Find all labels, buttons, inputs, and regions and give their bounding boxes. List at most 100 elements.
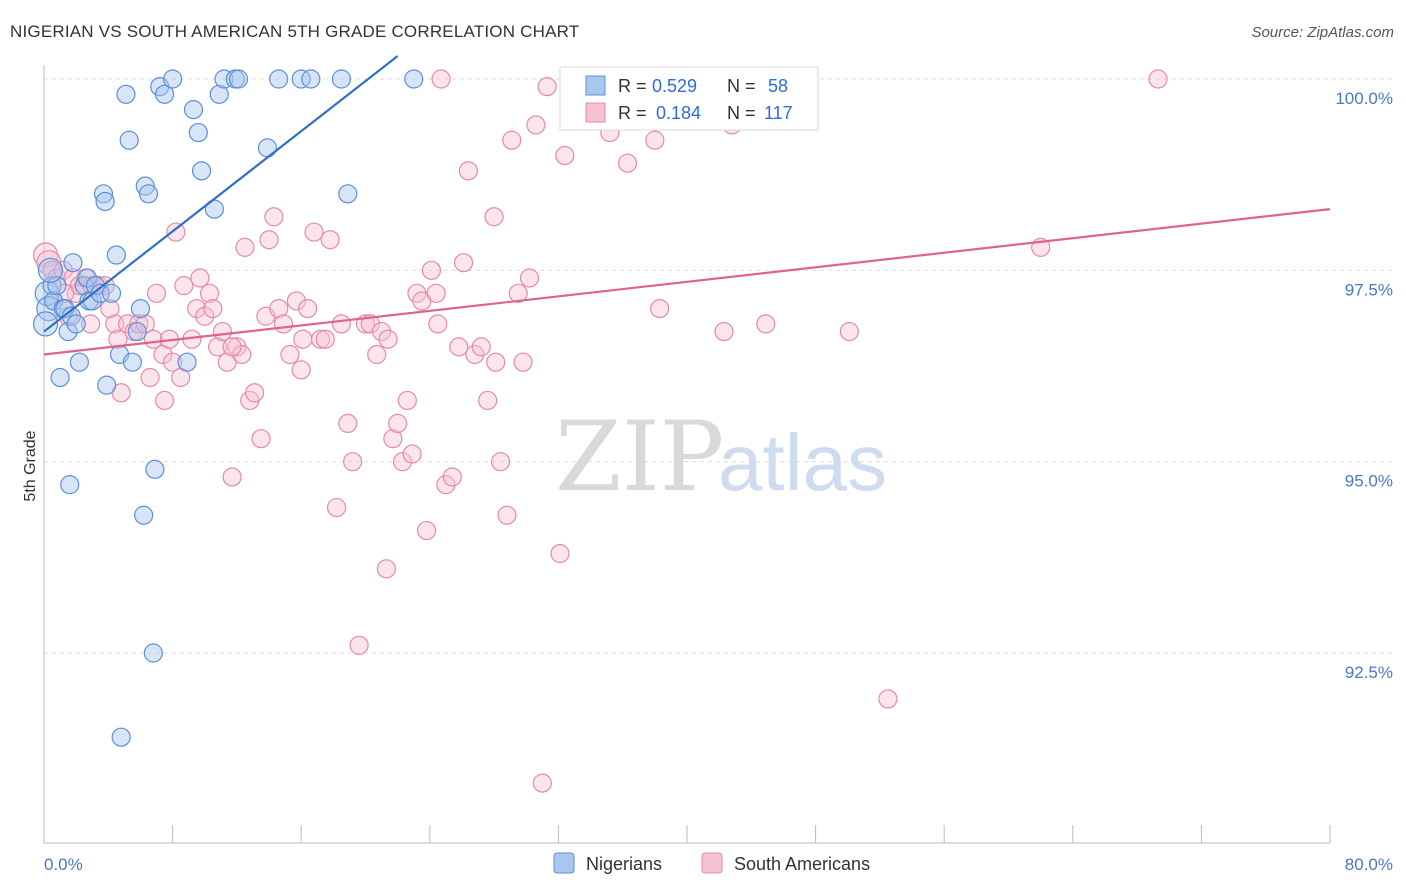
south-american-point-95 [526, 115, 546, 135]
y-axis-label: 5th Grade [22, 430, 39, 501]
south-american-point-125 [81, 314, 101, 334]
south-american-point-27 [166, 222, 186, 242]
legend-r-value-1: 0.529 [652, 76, 697, 96]
south-american-point-83 [453, 253, 474, 273]
south-american-point-57 [315, 329, 335, 349]
nigerian-point-22 [97, 375, 117, 395]
x-tick-label-1: 80.0% [1345, 855, 1393, 874]
nigerian-point-38 [154, 84, 175, 104]
nigerian-point-27 [116, 84, 136, 104]
nigerian-point-43 [191, 161, 212, 181]
south-american-point-79 [431, 69, 451, 89]
series-legend: Nigerians South Americans [553, 852, 870, 874]
nigerian-point-4 [47, 276, 67, 296]
south-american-point-47 [259, 230, 279, 250]
south-american-point-86 [471, 337, 491, 357]
grid-lines [44, 78, 1395, 654]
south-american-point-18 [129, 314, 149, 334]
watermark-zip: ZIP [555, 401, 724, 513]
nigerian-point-13 [69, 352, 89, 372]
south-american-point-49 [269, 299, 289, 319]
x-tick-label-0: 0.0% [44, 855, 83, 874]
x-tick-labels: 0.0% 80.0% [44, 855, 1393, 874]
south-american-point-32 [190, 268, 210, 288]
south-american-point-122 [486, 352, 506, 372]
south-american-point-115 [878, 689, 898, 709]
south-american-point-78 [426, 283, 446, 303]
nigerian-point-32 [134, 505, 154, 525]
south-american-point-71 [392, 452, 413, 472]
south-american-point-54 [298, 299, 318, 319]
nigerian-trend-line [43, 55, 399, 333]
south-american-point-14 [108, 329, 128, 349]
nigerian-point-31 [130, 299, 151, 319]
south-american-point-37 [212, 321, 233, 342]
legend-n-label-2: N = [727, 103, 756, 123]
y-tick-label-1: 95.0% [1345, 472, 1393, 491]
south-american-point-104 [617, 153, 638, 173]
south-american-point-70 [388, 413, 408, 433]
y-tick-label-0: 92.5% [1345, 663, 1393, 682]
nigerian-point-39 [163, 69, 183, 89]
nigerian-point-23 [101, 283, 122, 303]
south-american-point-19 [135, 314, 155, 334]
y-tick-label-3: 100.0% [1335, 89, 1393, 108]
nigerian-point-52 [301, 69, 321, 89]
south-american-point-114 [839, 321, 859, 342]
nigerian-point-15 [77, 268, 98, 288]
south-american-point-53 [291, 360, 311, 380]
south-american-point-35 [203, 299, 223, 319]
south-american-point-29 [174, 276, 194, 296]
south-american-point-77 [421, 260, 442, 280]
trend-lines [43, 55, 1331, 356]
axes [43, 65, 1331, 844]
south-american-point-41 [232, 344, 252, 365]
bottom-legend-nigerians: Nigerians [586, 854, 662, 874]
south-american-point-59 [326, 497, 347, 518]
south-american-point-90 [497, 505, 517, 525]
south-american-point-58 [320, 230, 340, 250]
south-american-point-87 [478, 390, 498, 411]
south-american-point-89 [490, 452, 511, 472]
south-american-point-48 [264, 207, 284, 227]
nigerian-point-41 [183, 100, 204, 120]
south-american-point-94 [519, 268, 540, 288]
south-american-point-120 [378, 329, 398, 349]
south-american-point-26 [163, 352, 183, 372]
nigerian-point-49 [257, 138, 278, 158]
south-american-point-44 [244, 383, 265, 403]
legend-n-label-1: N = [727, 76, 756, 96]
south-american-point-51 [280, 344, 300, 365]
south-american-point-52 [286, 291, 306, 311]
south-american-point-111 [650, 299, 670, 319]
nigerian-point-20 [93, 184, 114, 204]
nigerian-point-42 [188, 122, 208, 143]
south-american-point-22 [146, 283, 167, 303]
south-american-point-91 [502, 130, 522, 150]
south-american-point-39 [222, 467, 242, 487]
watermark-atlas: atlas [718, 418, 887, 507]
south-american-point-33 [195, 306, 215, 326]
south-american-point-61 [338, 413, 358, 433]
nigerian-point-57 [33, 311, 59, 337]
south-american-point-69 [383, 429, 403, 449]
chart-title: NIGERIAN VS SOUTH AMERICAN 5TH GRADE COR… [10, 22, 580, 41]
y-tick-label-2: 97.5% [1345, 280, 1393, 299]
correlation-legend: R = 0.529 N = 58 R = 0.184 N = 117 [559, 66, 819, 131]
south-american-point-112 [714, 321, 734, 342]
south-american-point-67 [371, 321, 392, 342]
nigerian-point-19 [90, 283, 110, 303]
bottom-legend-swatch-south-americans [701, 852, 723, 874]
legend-r-label-1: R = [618, 76, 647, 96]
south-american-point-82 [449, 337, 469, 357]
south-american-point-36 [208, 337, 228, 357]
nigerian-point-11 [63, 253, 83, 273]
nigerian-point-46 [214, 69, 234, 89]
south-american-point-113 [756, 314, 776, 334]
south-american-point-55 [304, 222, 324, 242]
south-american-point-76 [416, 520, 437, 541]
south-american-point-98 [550, 543, 570, 564]
south-american-point-20 [140, 367, 160, 388]
y-tick-labels: 92.5% 95.0% 97.5% 100.0% [1335, 89, 1393, 682]
nigerian-point-35 [143, 643, 163, 663]
